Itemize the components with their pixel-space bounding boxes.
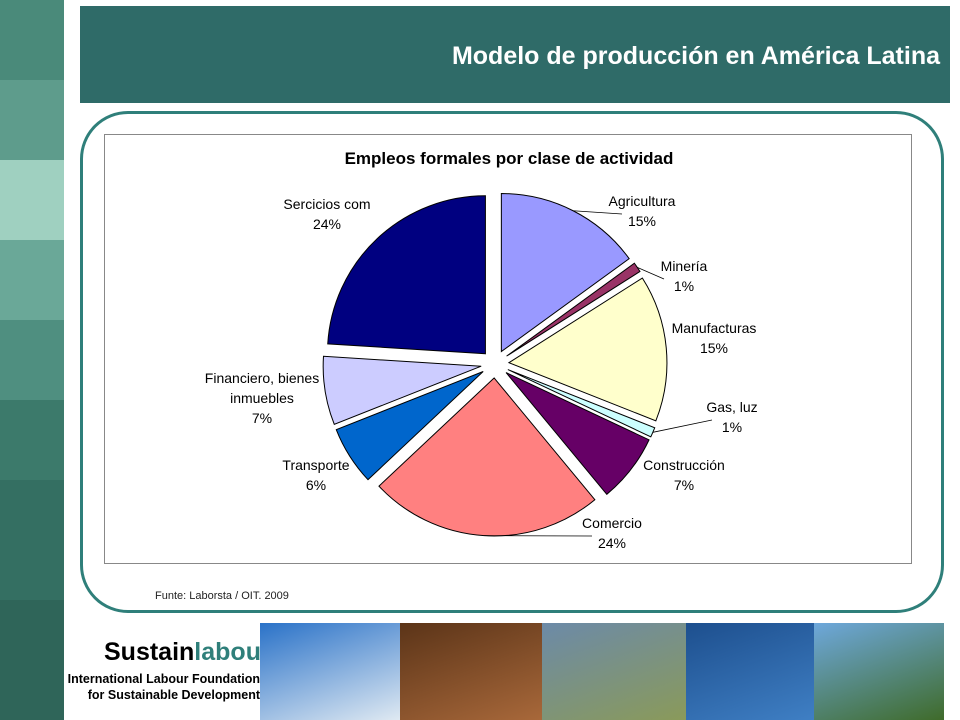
pie-slice bbox=[327, 195, 486, 355]
slice-label: inmuebles bbox=[230, 390, 294, 406]
header-bar: Modelo de producción en América Latina bbox=[80, 6, 950, 103]
slice-label: Financiero, bienes bbox=[205, 370, 319, 386]
logs-pile-photo bbox=[400, 623, 542, 720]
sustainlabour-logo: Sustainlabour International Labour Found… bbox=[64, 634, 271, 720]
slice-percent: 7% bbox=[252, 410, 272, 426]
slice-percent: 7% bbox=[674, 477, 694, 493]
photo-strip bbox=[260, 623, 944, 720]
coffee-berries-photo bbox=[814, 623, 944, 720]
pie-slice bbox=[507, 277, 668, 422]
logo-brand-part1: Sustain bbox=[104, 638, 195, 666]
leader-line bbox=[637, 266, 665, 280]
snowy-trees-photo bbox=[260, 623, 400, 720]
source-note: Funte: Laborsta / OIT. 2009 bbox=[155, 590, 289, 602]
left-decorative-strip bbox=[0, 0, 64, 720]
logo-line1: International Labour Foundation bbox=[67, 672, 260, 686]
slice-label: Comercio bbox=[582, 515, 642, 531]
slice-label: Agricultura bbox=[609, 193, 676, 209]
logo-line2: for Sustainable Development bbox=[87, 688, 260, 702]
logo-brand: Sustainlabour bbox=[104, 638, 271, 667]
slice-label: Transporte bbox=[282, 457, 349, 473]
slice-label: Construcción bbox=[643, 457, 725, 473]
pie-slice bbox=[500, 193, 630, 353]
water-ripples-photo bbox=[686, 623, 814, 720]
page-title: Modelo de producción en América Latina bbox=[451, 42, 940, 70]
slice-percent: 1% bbox=[722, 419, 742, 435]
leader-line bbox=[573, 210, 623, 215]
slice-label: Manufacturas bbox=[672, 320, 757, 336]
slice-label: Gas, luz bbox=[706, 399, 757, 415]
slice-percent: 24% bbox=[313, 216, 341, 232]
slice-label: Sercicios com bbox=[283, 196, 370, 212]
slice-label: Minería bbox=[661, 258, 708, 274]
slice-percent: 24% bbox=[598, 535, 626, 551]
slice-percent: 15% bbox=[628, 213, 656, 229]
lake-landscape-photo bbox=[542, 623, 686, 720]
pie-slice bbox=[505, 372, 650, 496]
slice-percent: 15% bbox=[700, 340, 728, 356]
slice-percent: 1% bbox=[674, 278, 694, 294]
logo-brand-part2: labour bbox=[194, 638, 271, 666]
pie-slice bbox=[322, 355, 482, 426]
pie-slice bbox=[507, 369, 656, 438]
leader-line bbox=[652, 419, 713, 433]
slice-percent: 6% bbox=[306, 477, 326, 493]
pie-slice bbox=[335, 371, 484, 481]
chart-title: Empleos formales por clase de actividad bbox=[344, 149, 674, 168]
